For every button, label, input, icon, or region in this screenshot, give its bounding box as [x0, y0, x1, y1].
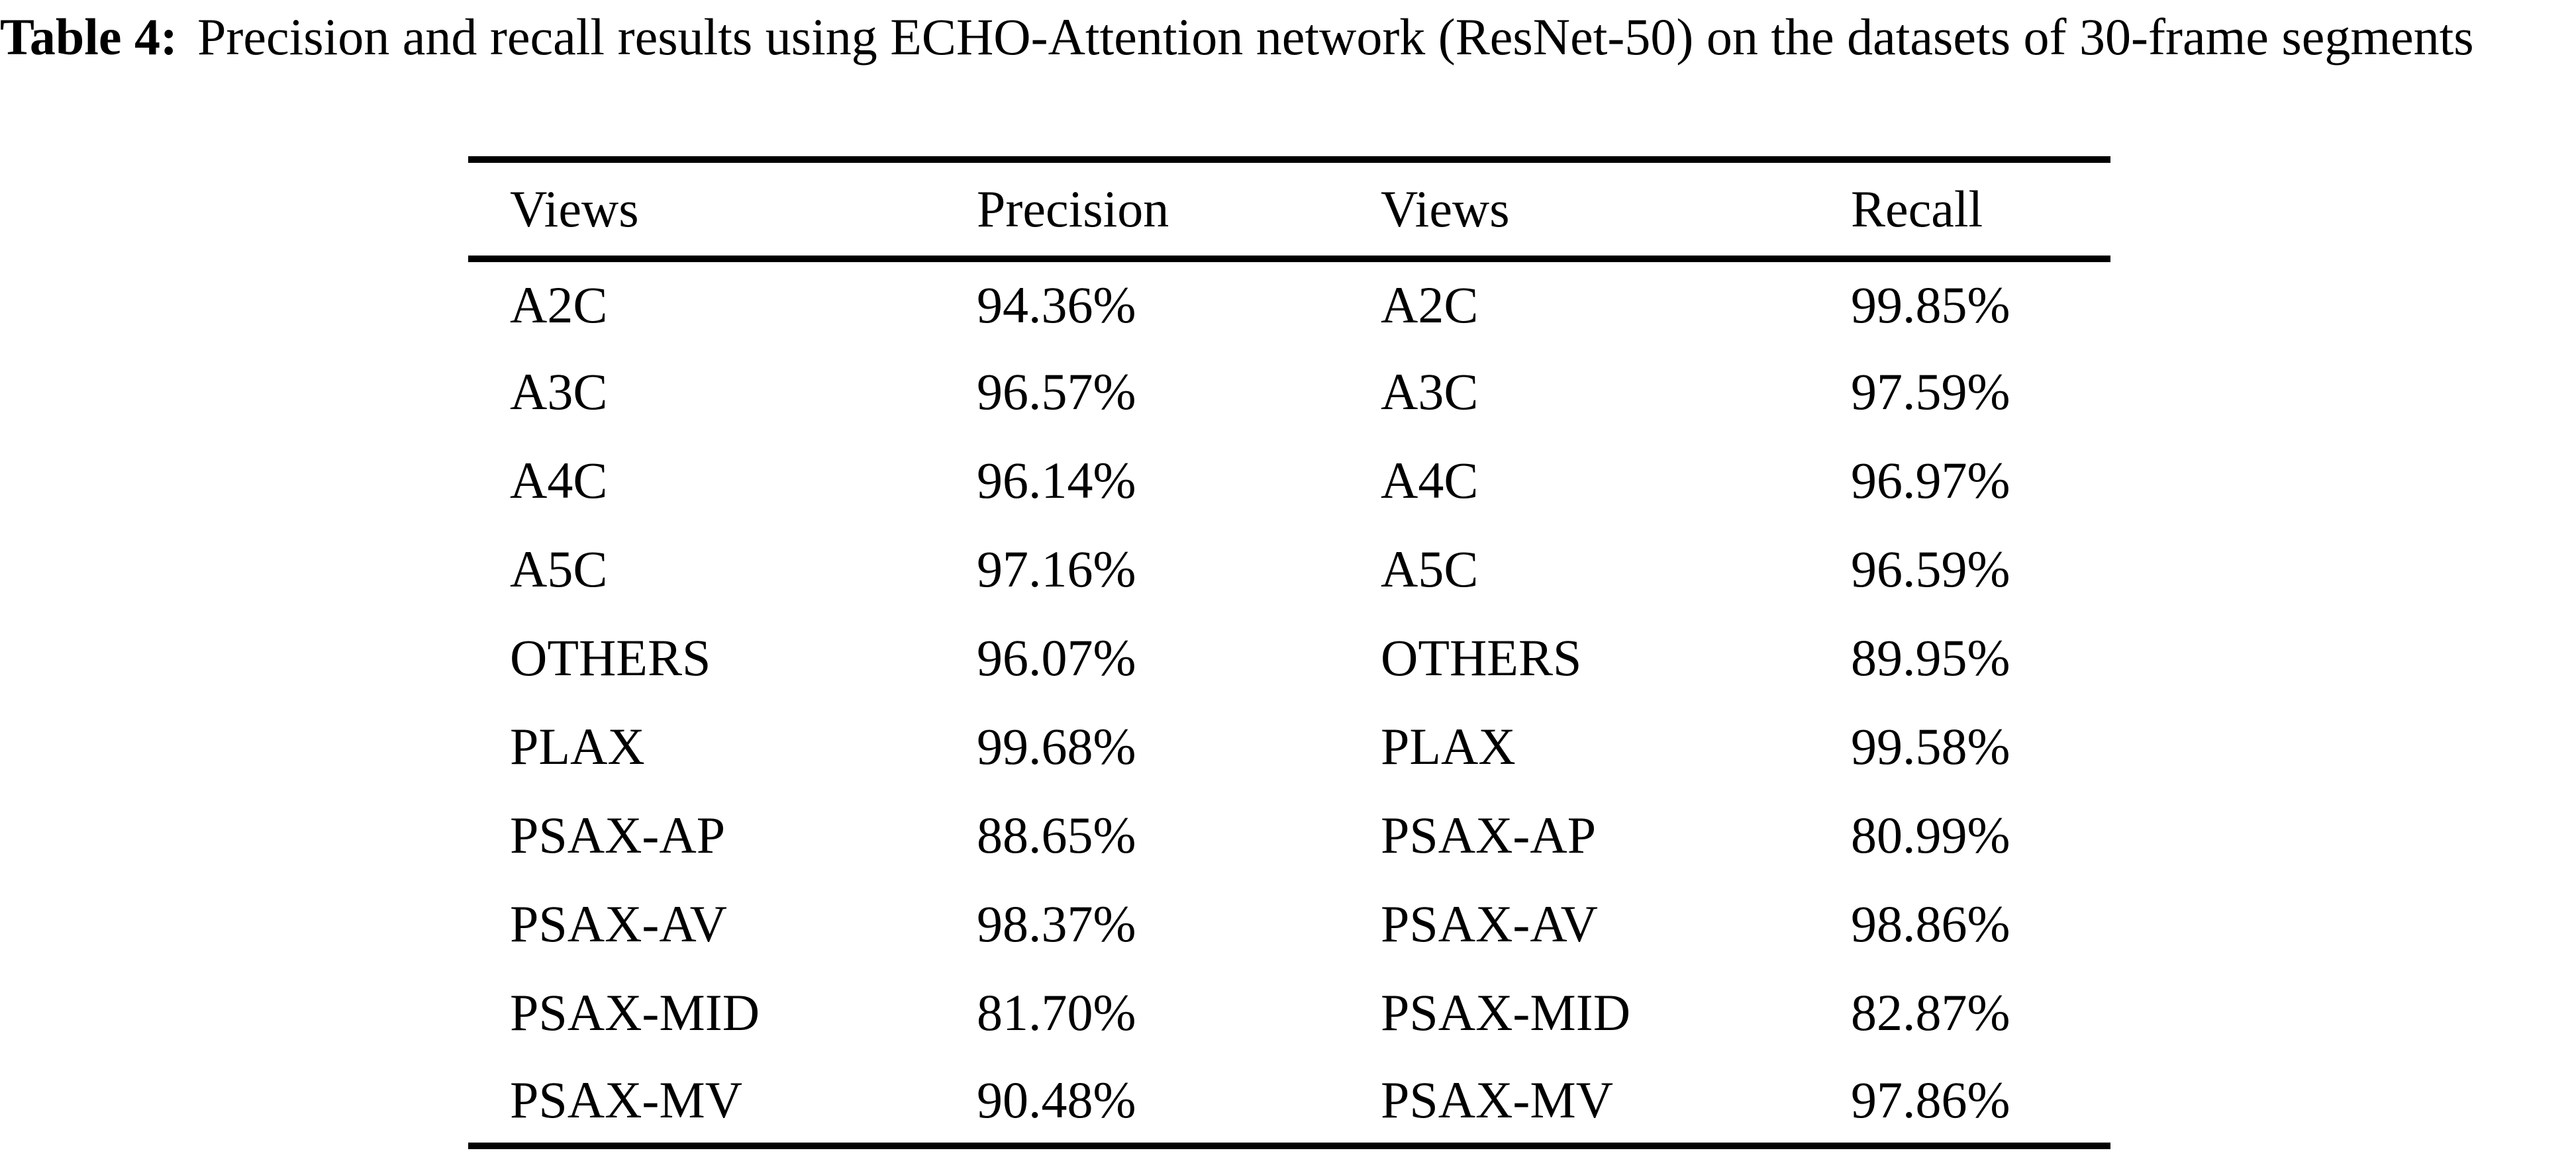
cell-precision: 96.07%: [977, 629, 1136, 686]
header-row: Views Precision Views Recall: [468, 160, 2110, 262]
table-row: PLAX 99.68% PLAX 99.58%: [468, 702, 2110, 791]
cell-view-recall: A5C: [1381, 540, 1479, 598]
cell-view-recall: A2C: [1381, 275, 1479, 334]
cell-recall: 89.95%: [1851, 629, 2010, 686]
cell-precision: 99.68%: [977, 718, 1136, 775]
cell-view-precision: PLAX: [510, 718, 645, 775]
cell-recall: 96.59%: [1851, 540, 2010, 598]
cell-view-precision: A5C: [510, 540, 608, 598]
table-row: PSAX-AP 88.65% PSAX-AP 80.99%: [468, 791, 2110, 880]
cell-view-precision: A2C: [510, 275, 608, 334]
table-row: A5C 97.16% A5C 96.59%: [468, 525, 2110, 614]
cell-recall: 97.86%: [1851, 1070, 2010, 1129]
cell-view-precision: PSAX-MV: [510, 1070, 743, 1129]
cell-precision: 97.16%: [977, 540, 1136, 598]
table-row: PSAX-MID 81.70% PSAX-MID 82.87%: [468, 968, 2110, 1057]
table-row: A2C 94.36% A2C 99.85%: [468, 259, 2110, 348]
table-caption-label: Table 4:: [0, 8, 178, 66]
table-row: PSAX-AV 98.37% PSAX-AV 98.86%: [468, 880, 2110, 968]
cell-recall: 96.97%: [1851, 451, 2010, 509]
cell-precision: 96.14%: [977, 451, 1136, 509]
cell-recall: 97.59%: [1851, 363, 2010, 420]
cell-precision: 90.48%: [977, 1070, 1136, 1129]
table-row: PSAX-MV 90.48% PSAX-MV 97.86%: [468, 1057, 2110, 1146]
cell-view-recall: PSAX-AV: [1381, 895, 1598, 953]
cell-precision: 94.36%: [977, 275, 1136, 334]
cell-recall: 98.86%: [1851, 895, 2010, 953]
cell-precision: 96.57%: [977, 363, 1136, 420]
cell-view-recall: PSAX-MV: [1381, 1070, 1614, 1129]
table-caption: Table 4: Precision and recall results usi…: [0, 0, 2576, 74]
cell-view-recall: PSAX-MID: [1381, 984, 1631, 1041]
results-table: Views Precision Views Recall A2C 94.36% …: [468, 156, 2110, 1149]
cell-view-precision: OTHERS: [510, 629, 711, 686]
cell-view-precision: A3C: [510, 363, 608, 420]
cell-precision: 81.70%: [977, 984, 1136, 1041]
cell-view-recall: A4C: [1381, 451, 1479, 509]
table-row: OTHERS 96.07% OTHERS 89.95%: [468, 614, 2110, 702]
cell-recall: 99.58%: [1851, 718, 2010, 775]
table-row: A3C 96.57% A3C 97.59%: [468, 348, 2110, 436]
cell-view-recall: A3C: [1381, 363, 1479, 420]
cell-precision: 88.65%: [977, 806, 1136, 864]
table-row: A4C 96.14% A4C 96.97%: [468, 436, 2110, 525]
cell-recall: 82.87%: [1851, 984, 2010, 1041]
cell-recall: 80.99%: [1851, 806, 2010, 864]
cell-recall: 99.85%: [1851, 275, 2010, 334]
cell-view-precision: A4C: [510, 451, 608, 509]
header-recall: Recall: [1851, 160, 2110, 262]
cell-view-precision: PSAX-AV: [510, 895, 727, 953]
cell-view-recall: PSAX-AP: [1381, 806, 1597, 864]
cell-view-precision: PSAX-AP: [510, 806, 726, 864]
header-precision: Precision: [977, 160, 1381, 262]
cell-view-precision: PSAX-MID: [510, 984, 760, 1041]
cell-view-recall: PLAX: [1381, 718, 1516, 775]
header-views-precision: Views: [468, 160, 977, 262]
cell-view-recall: OTHERS: [1381, 629, 1582, 686]
cell-precision: 98.37%: [977, 895, 1136, 953]
table-caption-text: Precision and recall results using ECHO-…: [197, 8, 2474, 66]
header-views-recall: Views: [1381, 160, 1851, 262]
